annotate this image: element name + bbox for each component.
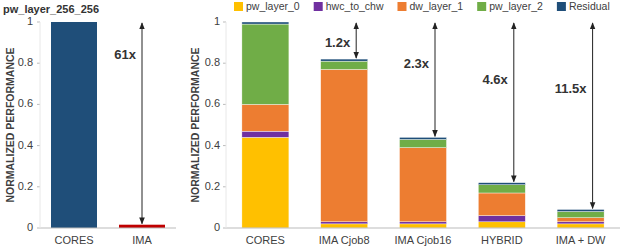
y-tick-label: 0.2 bbox=[205, 180, 220, 192]
chart-1: NORMALIZED PERFORMANCE 0 0.2 0.4 0.6 0.8 1 CORE… bbox=[189, 0, 620, 246]
bar-segment bbox=[478, 216, 525, 222]
x-axis bbox=[226, 228, 620, 229]
bar-segment bbox=[321, 61, 368, 69]
bar-segment bbox=[321, 224, 368, 228]
bar-segment bbox=[321, 59, 368, 61]
legend-label: pw_layer_0 bbox=[246, 0, 300, 12]
y-tick-label: 0.4 bbox=[205, 139, 220, 151]
x-tick-label: HYBRID bbox=[481, 234, 523, 246]
bar-segment bbox=[478, 193, 525, 216]
annotation-arrow bbox=[513, 23, 514, 182]
bar-segment bbox=[557, 222, 604, 224]
y-axis-label: NORMALIZED PERFORMANCE bbox=[189, 47, 201, 202]
x-tick-label: IMA Cjob8 bbox=[319, 234, 370, 246]
bar-segment bbox=[478, 185, 525, 193]
annotation-arrow bbox=[435, 23, 436, 136]
y-axis bbox=[40, 22, 41, 228]
annotation-arrow bbox=[142, 23, 143, 224]
bar-segment bbox=[557, 212, 604, 218]
annotation: 2.3x bbox=[404, 56, 430, 71]
legend: pw_layer_0 hwc_to_chw dw_layer_1 pw_layer_2… bbox=[234, 0, 610, 12]
annotation-arrow bbox=[592, 23, 593, 208]
legend-label: Residual bbox=[569, 0, 610, 12]
title: pw_layer_256_256 bbox=[3, 3, 99, 15]
y-tick-label: 1 bbox=[27, 15, 33, 27]
y-tick-label: 0.2 bbox=[18, 180, 33, 192]
x-tick-label: IMA bbox=[132, 234, 152, 246]
legend-label: pw_layer_2 bbox=[489, 0, 543, 12]
bar-segment bbox=[321, 222, 368, 224]
x-tick-label: IMA Cjob16 bbox=[395, 234, 452, 246]
legend-swatch bbox=[477, 2, 486, 11]
bar-segment bbox=[400, 137, 447, 139]
annotation: 1.2x bbox=[325, 35, 351, 50]
marks bbox=[51, 22, 165, 228]
y-axis-label: NORMALIZED PERFORMANCE bbox=[4, 47, 16, 202]
bar-segment bbox=[400, 222, 447, 224]
legend-label: dw_layer_1 bbox=[409, 0, 463, 12]
bar-segment bbox=[242, 104, 289, 131]
bar-segment bbox=[400, 139, 447, 147]
y-axis bbox=[226, 22, 227, 228]
x-tick-label: IMA + DW bbox=[556, 234, 606, 246]
chart-0: NORMALIZED PERFORMANCE 0 0.2 0.4 0.6 0.8 1 CORE… bbox=[3, 3, 176, 246]
bar-segment bbox=[478, 183, 525, 185]
y-tick-label: 0.6 bbox=[18, 97, 33, 109]
bar-segment bbox=[557, 224, 604, 228]
legend-swatch bbox=[397, 2, 406, 11]
y-tick-label: 0 bbox=[214, 221, 220, 233]
y-tick-label: 0.8 bbox=[18, 56, 33, 68]
y-tick-label: 0.8 bbox=[205, 56, 220, 68]
bar-segment bbox=[557, 218, 604, 222]
annotation: 11.5x bbox=[555, 81, 588, 96]
bar-segment bbox=[242, 131, 289, 137]
legend-swatch bbox=[234, 2, 243, 11]
bar-segment bbox=[400, 148, 447, 222]
annotation: 61x bbox=[114, 47, 136, 62]
marks bbox=[242, 22, 604, 228]
bar-segment bbox=[400, 224, 447, 228]
bar bbox=[51, 22, 97, 228]
bar-segment bbox=[321, 69, 368, 221]
legend-label: hwc_to_chw bbox=[326, 0, 384, 12]
x-axis bbox=[40, 228, 176, 229]
bar-segment bbox=[242, 24, 289, 104]
annotation: 4.6x bbox=[482, 72, 508, 87]
y-tick-label: 1 bbox=[214, 15, 220, 27]
legend-swatch bbox=[557, 2, 566, 11]
y-tick-label: 0 bbox=[27, 221, 33, 233]
bar-segment bbox=[242, 22, 289, 24]
bar-segment bbox=[557, 209, 604, 211]
annotation-arrow bbox=[356, 23, 357, 58]
y-tick-label: 0.6 bbox=[205, 97, 220, 109]
bar-segment bbox=[242, 137, 289, 228]
x-tick-label: CORES bbox=[246, 234, 285, 246]
x-tick-label: CORES bbox=[54, 234, 93, 246]
legend-swatch bbox=[314, 2, 323, 11]
bar-segment bbox=[478, 222, 525, 228]
chart-root: NORMALIZED PERFORMANCE 0 0.2 0.4 0.6 0.8 1 CORE… bbox=[0, 0, 622, 246]
y-tick-label: 0.4 bbox=[18, 139, 33, 151]
